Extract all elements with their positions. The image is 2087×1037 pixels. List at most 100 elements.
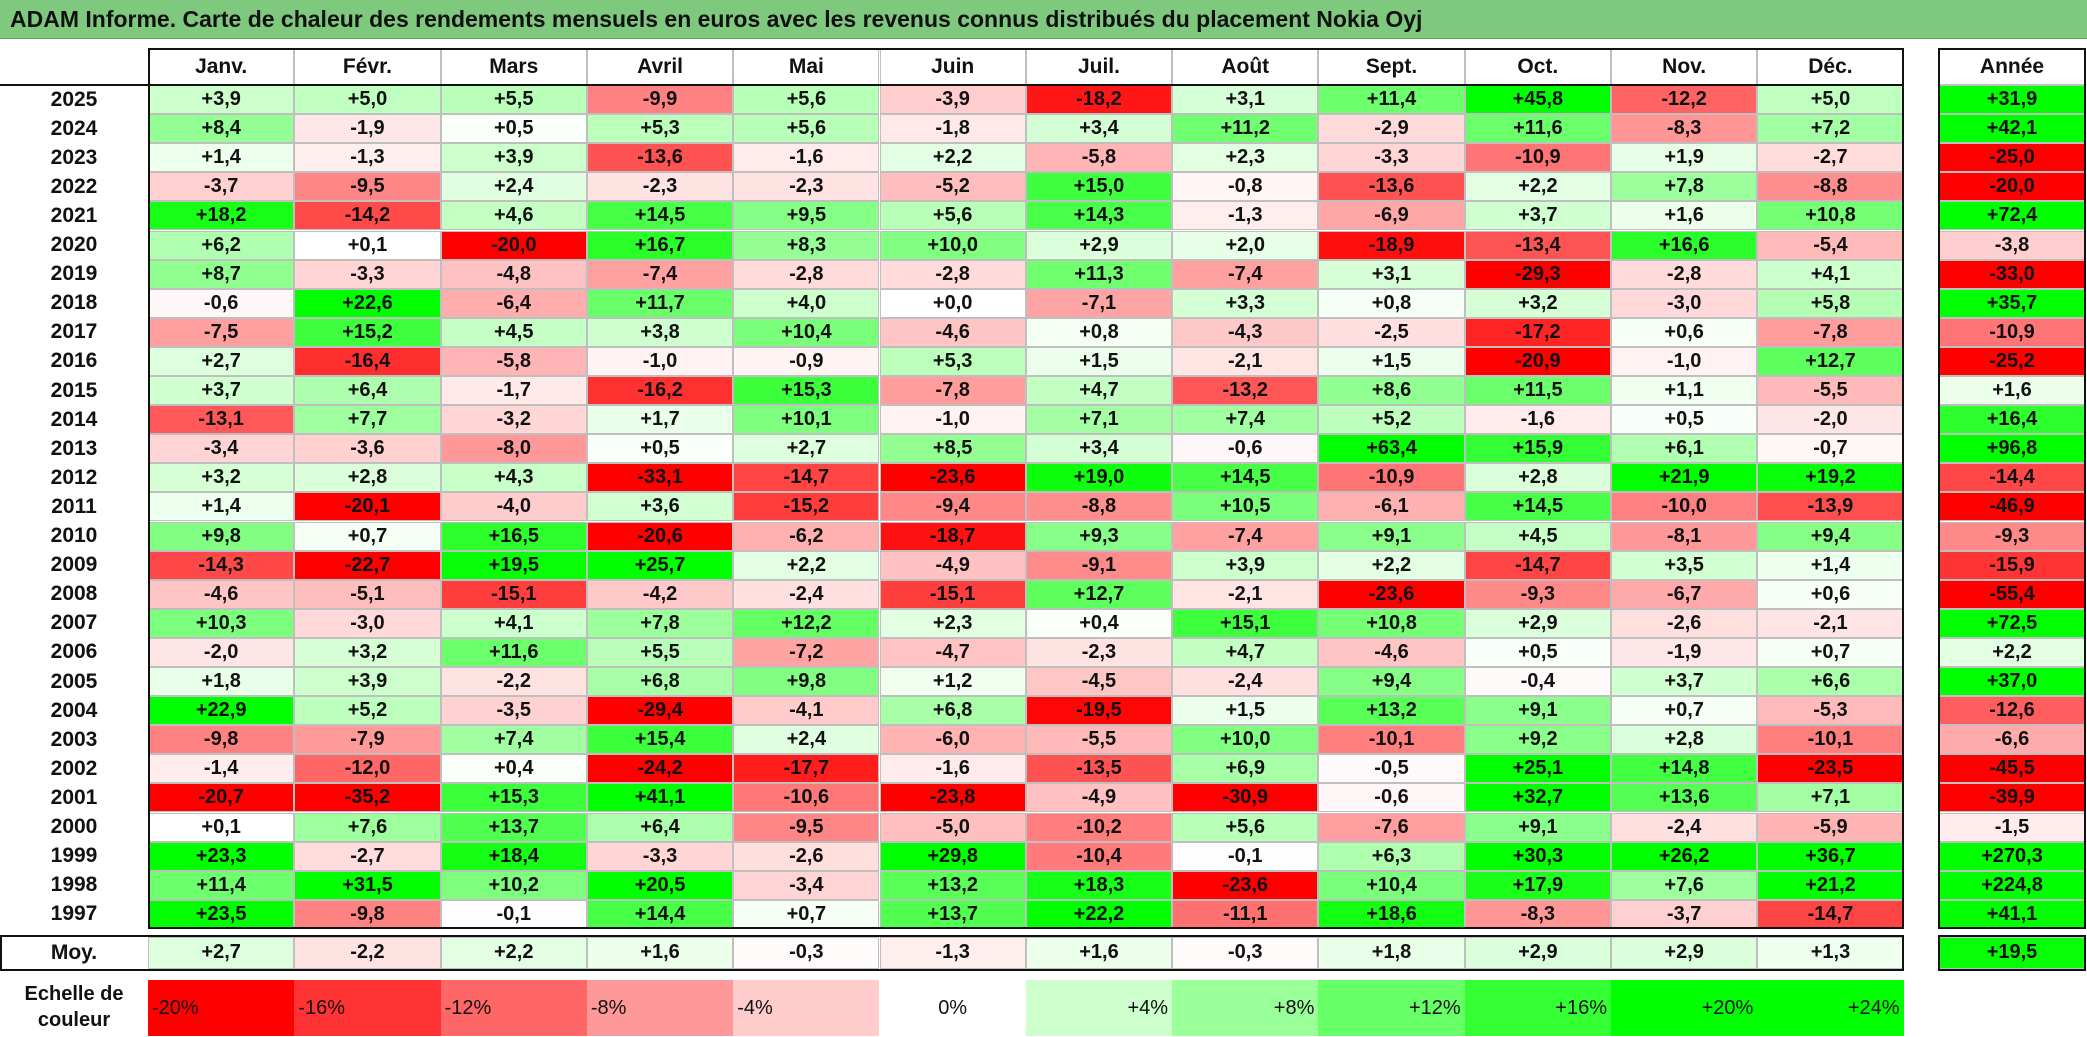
- heat-cell: +3,7: [1611, 667, 1758, 697]
- heat-cell: +14,5: [1464, 492, 1611, 522]
- heat-cell: +2,9: [1464, 608, 1611, 638]
- average-cell: -0,3: [1172, 936, 1319, 969]
- heat-cell: +0,7: [1611, 696, 1758, 726]
- row-year-label: 2000: [0, 812, 148, 842]
- heat-cell: -29,4: [586, 696, 734, 726]
- heat-cell: -20,0: [440, 230, 587, 260]
- heat-cell: -2,3: [733, 172, 880, 202]
- heat-cell: +1,4: [148, 143, 295, 173]
- heat-cell: +0,5: [1611, 405, 1758, 435]
- row-year-label: 2024: [0, 114, 148, 144]
- heat-cell: +15,3: [733, 376, 880, 406]
- heat-cell: -2,3: [586, 172, 734, 202]
- heat-cell: +21,9: [1611, 463, 1758, 493]
- heat-cell: -23,6: [879, 463, 1026, 493]
- heat-cell: +14,5: [1172, 463, 1319, 493]
- heat-cell: +0,1: [148, 812, 295, 842]
- heat-cell: -8,8: [1025, 492, 1173, 522]
- color-scale-swatch: +4%: [1025, 980, 1173, 1036]
- heat-cell: -1,6: [1464, 405, 1611, 435]
- average-cell: +1,6: [1025, 936, 1173, 969]
- heat-cell: +15,3: [440, 783, 587, 813]
- heat-cell: +6,4: [294, 376, 441, 406]
- heat-cell: +2,7: [733, 434, 880, 464]
- heat-cell: -2,0: [148, 637, 295, 667]
- heat-cell: -0,9: [733, 346, 880, 376]
- heat-cell: -12,0: [294, 754, 441, 784]
- annual-cell: +16,4: [1938, 405, 2086, 435]
- heat-cell: +13,2: [879, 870, 1026, 900]
- heat-cell: -3,6: [294, 434, 441, 464]
- heat-cell: -4,7: [879, 637, 1026, 667]
- annual-cell: +2,2: [1938, 637, 2086, 667]
- annual-cell: -25,2: [1938, 346, 2086, 376]
- heat-cell: +6,8: [586, 667, 734, 697]
- row-year-label: 1999: [0, 841, 148, 871]
- heat-cell: -2,3: [1025, 637, 1173, 667]
- heat-cell: +1,1: [1611, 376, 1758, 406]
- heat-cell: +1,9: [1611, 143, 1758, 173]
- heat-cell: -16,4: [294, 346, 441, 376]
- column-header: Mars: [440, 48, 587, 85]
- heat-cell: +8,6: [1318, 376, 1465, 406]
- annual-cell: +96,8: [1938, 434, 2086, 464]
- annual-cell: -33,0: [1938, 259, 2086, 289]
- row-year-label: 2020: [0, 230, 148, 260]
- heat-cell: +16,5: [440, 521, 587, 551]
- heat-cell: -3,5: [440, 696, 587, 726]
- row-year-label: 2013: [0, 434, 148, 464]
- heat-cell: +1,2: [879, 667, 1026, 697]
- heat-cell: +22,2: [1025, 899, 1173, 929]
- row-year-label: 2012: [0, 463, 148, 493]
- heat-cell: +2,0: [1172, 230, 1319, 260]
- annual-cell: -46,9: [1938, 492, 2086, 522]
- color-scale-swatch: -12%: [440, 980, 587, 1036]
- heat-cell: +3,9: [148, 85, 295, 115]
- heat-cell: -6,0: [879, 725, 1026, 755]
- heat-cell: +1,6: [1611, 201, 1758, 231]
- heat-cell: +0,5: [586, 434, 734, 464]
- annual-cell: -3,8: [1938, 230, 2086, 260]
- heat-cell: +13,6: [1611, 783, 1758, 813]
- heat-cell: -9,3: [1464, 579, 1611, 609]
- heat-cell: +25,7: [586, 550, 734, 580]
- heat-cell: -23,5: [1757, 754, 1904, 784]
- heat-cell: -15,1: [879, 579, 1026, 609]
- heat-cell: +2,4: [440, 172, 587, 202]
- heat-cell: +36,7: [1757, 841, 1904, 871]
- heat-cell: +6,8: [879, 696, 1026, 726]
- heat-cell: -18,2: [1025, 85, 1173, 115]
- heat-cell: +5,5: [440, 85, 587, 115]
- heat-cell: +0,4: [440, 754, 587, 784]
- annual-cell: -1,5: [1938, 812, 2086, 842]
- heat-cell: -4,0: [440, 492, 587, 522]
- heat-cell: -0,6: [1318, 783, 1465, 813]
- heat-cell: -7,2: [733, 637, 880, 667]
- heat-cell: +4,0: [733, 288, 880, 318]
- heat-cell: +19,2: [1757, 463, 1904, 493]
- heat-cell: +26,2: [1611, 841, 1758, 871]
- heat-cell: -5,4: [1757, 230, 1904, 260]
- heat-cell: -13,6: [1318, 172, 1465, 202]
- heat-cell: +9,1: [1318, 521, 1465, 551]
- heat-cell: +4,1: [1757, 259, 1904, 289]
- heat-cell: +18,4: [440, 841, 587, 871]
- heat-cell: +4,5: [1464, 521, 1611, 551]
- average-cell: +2,9: [1611, 936, 1758, 969]
- average-cell: +1,8: [1318, 936, 1465, 969]
- heat-cell: -2,8: [879, 259, 1026, 289]
- heat-cell: -23,8: [879, 783, 1026, 813]
- annual-cell: -25,0: [1938, 143, 2086, 173]
- heat-cell: -9,5: [733, 812, 880, 842]
- heat-cell: +5,6: [733, 85, 880, 115]
- heat-cell: +4,7: [1025, 376, 1173, 406]
- heat-cell: +12,7: [1025, 579, 1173, 609]
- heat-cell: +15,0: [1025, 172, 1173, 202]
- heat-cell: -29,3: [1464, 259, 1611, 289]
- heat-cell: +0,5: [440, 114, 587, 144]
- heat-cell: +7,6: [1611, 870, 1758, 900]
- heat-cell: -24,2: [586, 754, 734, 784]
- heat-cell: -0,5: [1318, 754, 1465, 784]
- color-scale-swatch: -8%: [586, 980, 734, 1036]
- heat-cell: +11,3: [1025, 259, 1173, 289]
